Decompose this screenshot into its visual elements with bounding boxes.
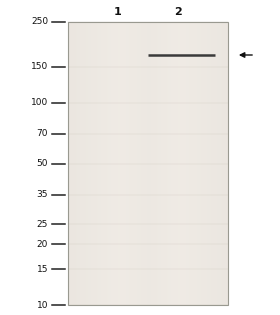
Text: 1: 1 bbox=[114, 7, 122, 17]
Text: 100: 100 bbox=[31, 98, 48, 107]
Text: 25: 25 bbox=[37, 220, 48, 229]
Text: 250: 250 bbox=[31, 18, 48, 26]
Text: 2: 2 bbox=[174, 7, 182, 17]
Text: 10: 10 bbox=[36, 301, 48, 310]
Text: 150: 150 bbox=[31, 62, 48, 72]
Text: 20: 20 bbox=[37, 240, 48, 249]
Text: 50: 50 bbox=[36, 159, 48, 168]
Bar bbox=[68, 22, 228, 305]
Text: 70: 70 bbox=[36, 129, 48, 138]
Text: 35: 35 bbox=[36, 190, 48, 199]
Text: 15: 15 bbox=[36, 265, 48, 274]
